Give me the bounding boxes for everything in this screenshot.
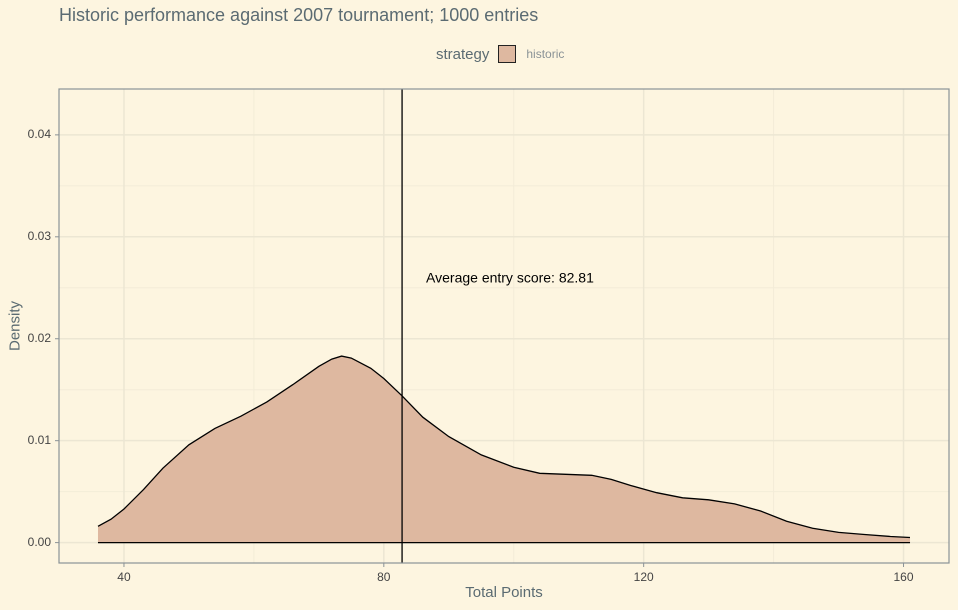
x-axis-title: Total Points (465, 584, 543, 601)
x-tick-label: 40 (117, 570, 131, 584)
density-line-historic (97, 355, 911, 539)
y-tick-label: 0.00 (28, 535, 52, 549)
x-tick-label: 120 (634, 570, 654, 584)
chart-title: Historic performance against 2007 tourna… (59, 5, 539, 25)
y-axis-title: Density (6, 300, 24, 352)
y-tick-label: 0.04 (28, 127, 52, 141)
legend-label-historic: historic (526, 47, 565, 61)
legend-title: strategy (436, 45, 490, 63)
x-tick-label: 80 (377, 570, 391, 584)
x-tick-label: 160 (894, 570, 914, 584)
panel-border (58, 88, 950, 564)
y-tick-label: 0.01 (28, 433, 52, 447)
average-annotation: Average entry score: 82.81 (426, 269, 594, 285)
legend-key-historic (498, 45, 517, 63)
density-area-historic (97, 356, 911, 543)
legend: strategy historic (436, 41, 564, 67)
y-tick-label: 0.03 (28, 229, 52, 243)
y-tick-label: 0.02 (28, 331, 52, 345)
